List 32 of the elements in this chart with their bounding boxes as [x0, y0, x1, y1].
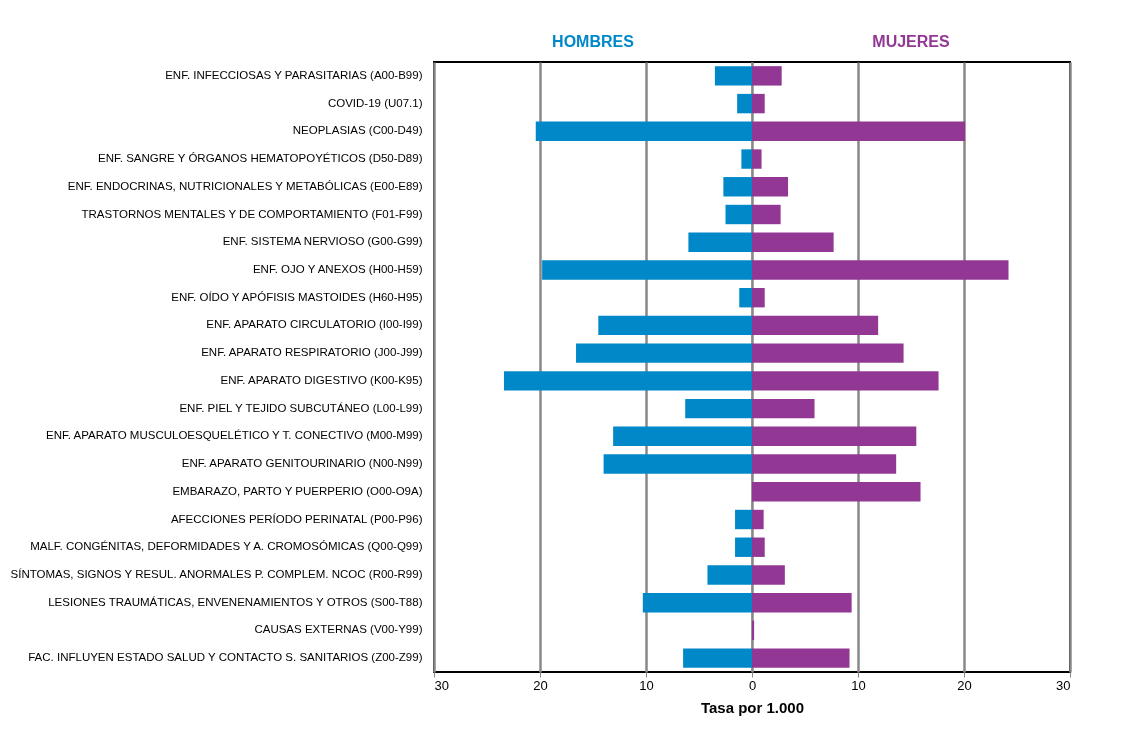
y-tick-label: COVID-19 (U07.1): [327, 96, 423, 109]
y-tick-label: SÍNTOMAS, SIGNOS Y RESUL. ANORMALES P. COMPLEM. NCOC (R00-R99): [10, 567, 423, 580]
y-tick-label: AFECCIONES PERÍODO PERINATAL (P00-P96): [170, 512, 423, 525]
y-tick-label: EMBARAZO, PARTO Y PUERPERIO (O00-O9A): [172, 484, 423, 497]
x-tick-label: 30: [1056, 677, 1071, 693]
text: HOMBRES: [552, 33, 635, 50]
x-tick-label: 20: [957, 677, 972, 693]
y-tick-label: ENF. SISTEMA NERVIOSO (G00-G99): [222, 235, 423, 248]
y-tick-label: FAC. INFLUYEN ESTADO SALUD Y CONTACTO S. SANITARIOS (Z00-Z99): [28, 651, 423, 664]
x-tick-label: 20: [533, 677, 548, 693]
x-tick-label: 10: [639, 677, 654, 693]
y-tick-label: ENF. APARATO RESPIRATORIO (J00-J99): [201, 346, 423, 359]
y-tick-label: ENF. APARATO MUSCULOESQUELÉTICO Y T. CONECTIVO (M00-M99): [46, 429, 423, 442]
y-tick-label: ENF. ENDOCRINAS, NUTRICIONALES Y METABÓLICAS (E00-E89): [67, 179, 423, 192]
y-tick-label: ENF. APARATO CIRCULATORIO (I00-I99): [206, 318, 423, 331]
text: MUJERES: [872, 33, 950, 50]
y-tick-label: CAUSAS EXTERNAS (V00-Y99): [254, 623, 423, 636]
x-tick-label: 0: [748, 677, 757, 693]
y-tick-label: ENF. INFECCIOSAS Y PARASITARIAS (A00-B99): [165, 68, 423, 81]
y-tick-label: ENF. OÍDO Y APÓFISIS MASTOIDES (H60-H95): [171, 290, 423, 303]
y-tick-label: NEOPLASIAS (C00-D49): [292, 124, 423, 137]
y-tick-label: ENF. PIEL Y TEJIDO SUBCUTÁNEO (L00-L99): [179, 401, 423, 414]
x-axis-title: Tasa por 1.000: [700, 698, 805, 716]
y-tick-label: ENF. APARATO GENITOURINARIO (N00-N99): [181, 457, 423, 470]
y-tick-label: ENF. SANGRE Y ÓRGANOS HEMATOPOYÉTICOS (D50-D89): [98, 152, 423, 165]
x-tick-label: 30: [434, 677, 449, 693]
y-tick-label: ENF. OJO Y ANEXOS (H00-H59): [252, 262, 423, 275]
y-tick-label: TRASTORNOS MENTALES Y DE COMPORTAMIENTO (F01-F99): [81, 207, 423, 220]
y-tick-label: ENF. APARATO DIGESTIVO (K00-K95): [220, 373, 423, 386]
y-tick-label: LESIONES TRAUMÁTICAS, ENVENENAMIENTOS Y OTROS (S00-T88): [48, 595, 423, 608]
x-tick-label: 10: [851, 677, 866, 693]
y-tick-label: MALF. CONGÉNITAS, DEFORMIDADES Y A. CROMOSÓMICAS (Q00-Q99): [30, 540, 423, 553]
